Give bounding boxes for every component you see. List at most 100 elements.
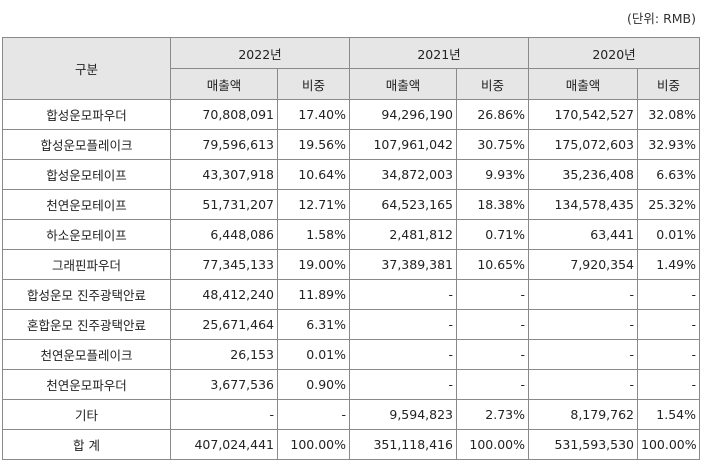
sales-cell: 63,441 (528, 219, 638, 250)
row-label: 하소운모테이프 (2, 219, 171, 250)
sales-cell: - (349, 309, 457, 340)
sales-cell: 9,594,823 (349, 399, 457, 430)
table-row: 천연운모플레이크 26,153 0.01% - - - - (2, 339, 700, 370)
header-year-2020: 2020년 (528, 37, 700, 69)
row-label: 천연운모테이프 (2, 189, 171, 220)
sales-cell: - (528, 279, 638, 310)
ratio-cell: 0.01% (277, 339, 350, 370)
sales-cell: - (349, 279, 457, 310)
ratio-cell: - (456, 339, 529, 370)
ratio-cell: 30.75% (456, 129, 529, 160)
sales-cell: - (170, 399, 278, 430)
row-label: 합성운모테이프 (2, 159, 171, 190)
ratio-cell: 100.00% (277, 429, 350, 460)
row-label: 합성운모 진주광택안료 (2, 279, 171, 310)
sales-cell: 35,236,408 (528, 159, 638, 190)
row-label: 합성운모파우더 (2, 99, 171, 130)
ratio-cell: - (456, 309, 529, 340)
ratio-cell: 0.01% (637, 219, 700, 250)
sales-cell: 48,412,240 (170, 279, 278, 310)
sales-cell: - (349, 339, 457, 370)
table-header: 구분 2022년 2021년 2020년 매출액 비중 매출액 비중 매출액 비… (2, 37, 700, 100)
sales-cell: 107,961,042 (349, 129, 457, 160)
unit-note: (단위: RMB) (627, 11, 696, 26)
table-row: 합성운모플레이크 79,596,613 19.56% 107,961,042 30.75… (2, 129, 700, 160)
sales-table: 구분 2022년 2021년 2020년 매출액 비중 매출액 비중 매출액 비… (2, 37, 700, 460)
ratio-cell: 0.90% (277, 369, 350, 400)
sales-cell: 43,307,918 (170, 159, 278, 190)
header-sales: 매출액 (170, 68, 278, 100)
ratio-cell: 32.93% (637, 129, 700, 160)
ratio-cell: 1.49% (637, 249, 700, 280)
ratio-cell: 1.58% (277, 219, 350, 250)
ratio-cell: 0.71% (456, 219, 529, 250)
ratio-cell: 12.71% (277, 189, 350, 220)
header-year-2021: 2021년 (349, 37, 529, 69)
sales-cell: 77,345,133 (170, 249, 278, 280)
ratio-cell: 2.73% (456, 399, 529, 430)
sales-cell: 407,024,441 (170, 429, 278, 460)
ratio-cell: 6.63% (637, 159, 700, 190)
sales-cell: 25,671,464 (170, 309, 278, 340)
sales-cell: 94,296,190 (349, 99, 457, 130)
ratio-cell: 26.86% (456, 99, 529, 130)
table-row: 합성운모파우더 70,808,091 17.40% 94,296,190 26.86% 1… (2, 99, 700, 130)
table-row: 천연운모테이프 51,731,207 12.71% 64,523,165 18.38% 1… (2, 189, 700, 220)
ratio-cell: 10.64% (277, 159, 350, 190)
header-ratio: 비중 (277, 68, 350, 100)
ratio-cell: - (277, 399, 350, 430)
ratio-cell: - (456, 369, 529, 400)
sales-cell: 64,523,165 (349, 189, 457, 220)
header-ratio: 비중 (637, 68, 700, 100)
row-label: 기타 (2, 399, 171, 430)
sales-cell: 8,179,762 (528, 399, 638, 430)
table-row: 그래핀파우더 77,345,133 19.00% 37,389,381 10.65% 7,… (2, 249, 700, 280)
sales-cell: 26,153 (170, 339, 278, 370)
sales-cell: 3,677,536 (170, 369, 278, 400)
table-row: 합 계 407,024,441 100.00% 351,118,416 100.00% 5… (2, 429, 700, 460)
ratio-cell: - (637, 369, 700, 400)
ratio-cell: 32.08% (637, 99, 700, 130)
sales-cell: 51,731,207 (170, 189, 278, 220)
header-year-2022: 2022년 (170, 37, 350, 69)
sales-cell: 531,593,530 (528, 429, 638, 460)
ratio-cell: 17.40% (277, 99, 350, 130)
table-row: 천연운모파우더 3,677,536 0.90% - - - - (2, 369, 700, 400)
row-label: 혼합운모 진주광택안료 (2, 309, 171, 340)
ratio-cell: 19.00% (277, 249, 350, 280)
sales-cell: 134,578,435 (528, 189, 638, 220)
ratio-cell: 100.00% (637, 429, 700, 460)
sales-cell: 351,118,416 (349, 429, 457, 460)
ratio-cell: 1.54% (637, 399, 700, 430)
row-label: 천연운모플레이크 (2, 339, 171, 370)
sales-cell: - (528, 309, 638, 340)
ratio-cell: 9.93% (456, 159, 529, 190)
ratio-cell: 100.00% (456, 429, 529, 460)
sales-cell: 175,072,603 (528, 129, 638, 160)
sales-cell: 7,920,354 (528, 249, 638, 280)
table-row: 합성운모테이프 43,307,918 10.64% 34,872,003 9.93% 35… (2, 159, 700, 190)
ratio-cell: 19.56% (277, 129, 350, 160)
header-sales: 매출액 (528, 68, 638, 100)
table-row: 하소운모테이프 6,448,086 1.58% 2,481,812 0.71% 63,44… (2, 219, 700, 250)
row-label: 합 계 (2, 429, 171, 460)
sales-cell: 170,542,527 (528, 99, 638, 130)
row-label: 합성운모플레이크 (2, 129, 171, 160)
sales-cell: 70,808,091 (170, 99, 278, 130)
table-row: 혼합운모 진주광택안료 25,671,464 6.31% - - - - (2, 309, 700, 340)
row-label: 그래핀파우더 (2, 249, 171, 280)
header-ratio: 비중 (456, 68, 529, 100)
ratio-cell: - (456, 279, 529, 310)
table-row: 합성운모 진주광택안료 48,412,240 11.89% - - - - (2, 279, 700, 310)
ratio-cell: 6.31% (277, 309, 350, 340)
header-category: 구분 (2, 37, 171, 100)
sales-cell: - (349, 369, 457, 400)
sales-cell: - (528, 369, 638, 400)
table-body: 합성운모파우더 70,808,091 17.40% 94,296,190 26.86% 1… (2, 99, 700, 460)
ratio-cell: - (637, 279, 700, 310)
table-row: 기타 - -9,594,823 2.73% 8,179,762 1.54% (2, 399, 700, 430)
ratio-cell: 25.32% (637, 189, 700, 220)
row-label: 천연운모파우더 (2, 369, 171, 400)
ratio-cell: 18.38% (456, 189, 529, 220)
ratio-cell: 11.89% (277, 279, 350, 310)
